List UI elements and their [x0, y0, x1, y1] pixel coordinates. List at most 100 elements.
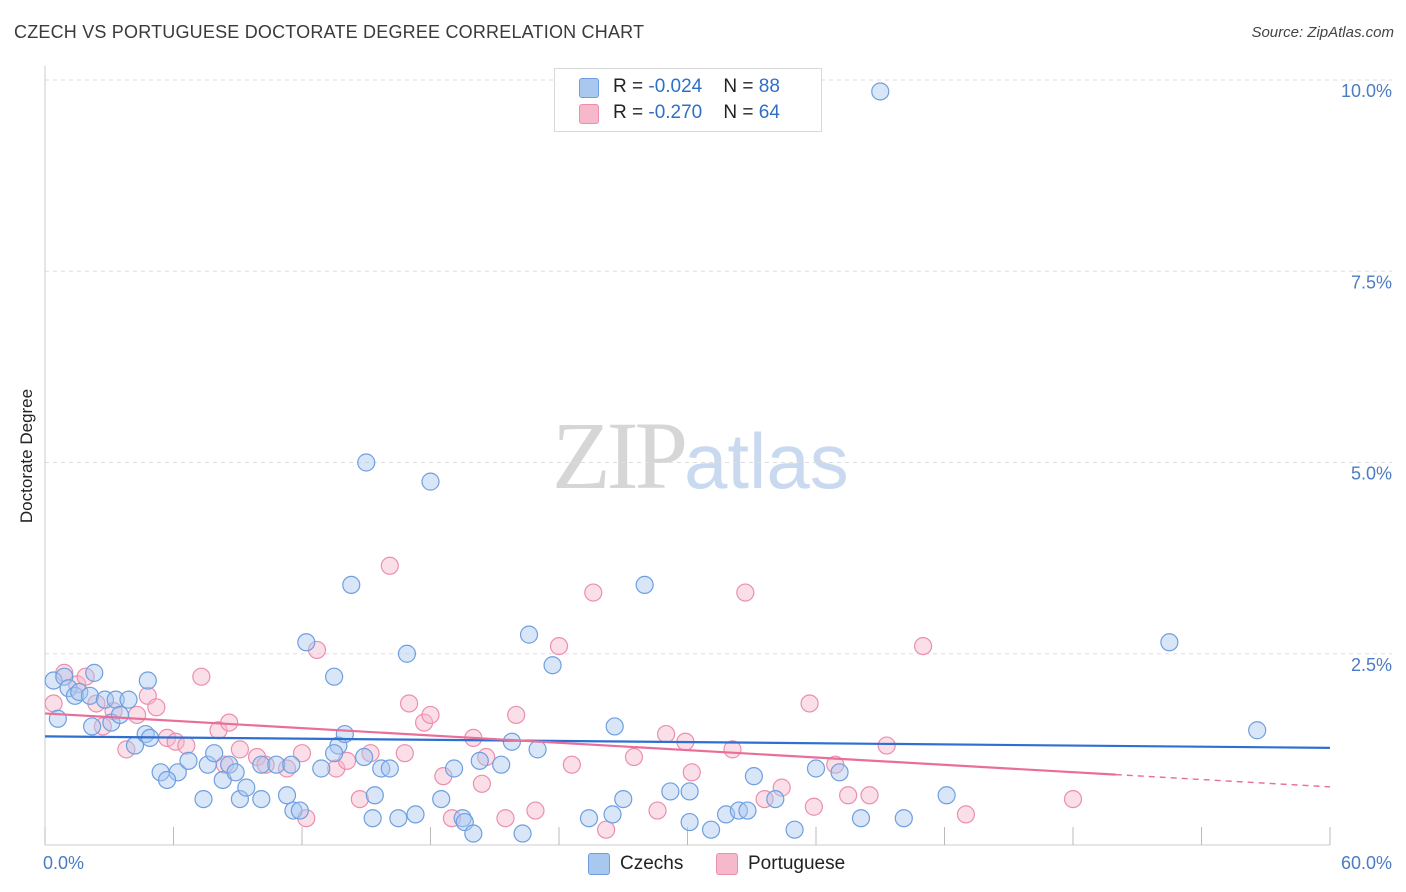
y-tick-label: 7.5% [1351, 272, 1392, 292]
watermark: ZIPatlas [552, 400, 849, 511]
portuguese-swatch [716, 853, 738, 875]
czech-point [70, 682, 89, 702]
czech-point [325, 667, 344, 686]
czech-point [252, 755, 271, 774]
portuguese-point [127, 705, 147, 725]
czech-point [282, 755, 301, 774]
legend-text-czechs: R = -0.024 N = 88 [613, 76, 780, 97]
portuguese-point [860, 786, 879, 805]
czech-point [138, 671, 157, 690]
portuguese-point [549, 636, 569, 656]
czech-point [277, 786, 297, 805]
czech-point [785, 820, 804, 839]
czech-point [198, 755, 217, 774]
czech-point [157, 770, 177, 790]
czech-point [1248, 721, 1267, 740]
czech-point [397, 644, 417, 663]
y-tick-label: 5.0% [1351, 464, 1392, 484]
legend-swatch-czechs [579, 78, 599, 98]
portuguese-point [526, 801, 545, 820]
czech-point [579, 809, 599, 828]
czech-point [635, 575, 654, 595]
portuguese-point [472, 774, 491, 793]
czech-point [519, 625, 539, 644]
czech-point [738, 801, 757, 820]
czech-point [444, 759, 464, 778]
portuguese-point [804, 797, 823, 816]
czech-point [1160, 633, 1179, 652]
czech-trend-line [44, 735, 1331, 749]
czech-point [605, 717, 624, 736]
czech-point [492, 755, 511, 774]
portuguese-point [597, 820, 616, 839]
czech-point [851, 809, 871, 828]
portuguese-point [562, 755, 581, 774]
czech-point [680, 782, 699, 801]
czech-point [894, 809, 913, 828]
czech-point [205, 744, 224, 763]
czech-point [290, 801, 309, 820]
czech-point [389, 809, 408, 828]
portuguese-point [117, 740, 136, 759]
czech-point [95, 690, 115, 709]
portuguese-point [772, 778, 791, 797]
czech-point [380, 759, 399, 778]
czech-point [284, 801, 303, 820]
czech-point [55, 667, 74, 686]
czech-point [80, 686, 100, 705]
portuguese-point [839, 786, 858, 805]
x-tick-label-min: 0.0% [43, 853, 84, 873]
portuguese-label: Portuguese [748, 853, 846, 874]
portuguese-point [44, 694, 63, 713]
portuguese-point [656, 724, 676, 744]
y-tick-label: 10.0% [1341, 81, 1392, 101]
portuguese-point [380, 556, 399, 575]
czech-point [406, 805, 425, 824]
czech-point [363, 809, 382, 828]
portuguese-point [256, 755, 275, 774]
czech-point [110, 705, 130, 725]
portuguese-point [399, 694, 419, 713]
czech-point [85, 663, 104, 682]
portuguese-point [395, 744, 414, 763]
czech-point [357, 453, 376, 472]
czech-point [44, 671, 63, 690]
watermark-zip: ZIP [552, 402, 688, 509]
portuguese-trend-extension [1115, 773, 1331, 788]
czech-point [830, 763, 849, 782]
x-tick-label-max: 60.0% [1341, 853, 1392, 873]
czech-point [744, 767, 763, 786]
portuguese-point [507, 705, 526, 725]
portuguese-point [496, 809, 515, 828]
czech-point [226, 763, 245, 782]
czech-point [614, 789, 633, 809]
portuguese-point [956, 805, 976, 824]
czechs-label: Czechs [620, 853, 684, 874]
czech-point [464, 824, 483, 843]
trend-layer [44, 712, 1331, 788]
czech-point [603, 805, 622, 824]
portuguese-point [93, 717, 112, 736]
czech-point [421, 472, 440, 491]
portuguese-point [1063, 789, 1083, 809]
czech-point [325, 744, 344, 763]
czech-point [513, 824, 532, 843]
source-credit: Source: ZipAtlas.com [1251, 24, 1394, 41]
czech-point [355, 747, 374, 767]
y-tick-label: 2.5% [1351, 655, 1392, 675]
stats-legend: R = -0.024 N = 88 R = -0.270 N = 64 [554, 68, 822, 132]
czech-point [365, 786, 384, 805]
czech-point [342, 575, 361, 595]
czech-point [312, 759, 331, 778]
portuguese-point [913, 636, 933, 656]
legend-text-portuguese: R = -0.270 N = 64 [613, 102, 780, 123]
czech-point [83, 717, 102, 736]
czechs-swatch [588, 853, 610, 875]
portuguese-point [230, 740, 249, 759]
czech-point [432, 789, 451, 809]
czech-point [937, 786, 956, 805]
czech-point [502, 732, 521, 751]
czech-point [701, 820, 721, 839]
czech-point [680, 812, 699, 832]
